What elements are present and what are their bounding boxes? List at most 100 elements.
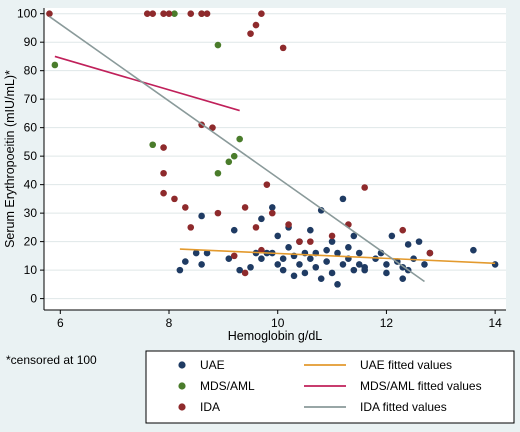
uae-point [247, 263, 254, 271]
uae-legend-marker [178, 361, 186, 369]
ida-point [209, 124, 216, 131]
uae-point [274, 261, 282, 268]
uae-point [491, 261, 499, 268]
uae-point [225, 255, 233, 263]
y-tick-label: 10 [24, 263, 38, 277]
ida-legend-marker [178, 403, 186, 411]
legend-label-uae-fitted-values: UAE fitted values [360, 358, 452, 372]
legend-label-mds-aml-fitted-values: MDS/AML fitted values [360, 379, 482, 393]
uae-point [388, 232, 396, 240]
ida-point [160, 144, 167, 151]
uae-point [285, 244, 292, 251]
mds-aml-point [225, 158, 233, 166]
ida-point [263, 181, 271, 188]
y-tick-label: 40 [24, 178, 38, 192]
uae-point [279, 255, 287, 263]
ida-point [182, 204, 189, 211]
mds-aml-point [214, 169, 222, 177]
x-tick-label: 14 [488, 316, 502, 330]
ida-point [247, 30, 254, 37]
uae-point [421, 261, 428, 268]
ida-point [187, 10, 195, 17]
y-tick-label: 60 [24, 121, 38, 135]
ida-point [296, 238, 303, 245]
uae-point [328, 238, 336, 245]
ida-point [149, 10, 157, 17]
uae-point [339, 195, 347, 203]
uae-point [258, 255, 265, 263]
ida-point [214, 209, 222, 217]
uae-point [334, 281, 341, 288]
uae-point [274, 232, 282, 240]
uae-point [307, 226, 314, 234]
y-tick-label: 30 [24, 206, 38, 220]
uae-point [383, 269, 390, 277]
ida-point [241, 269, 249, 277]
ida-point [307, 238, 314, 245]
ida-point [160, 169, 167, 177]
mds-aml-point [149, 141, 157, 149]
ida-point [285, 221, 292, 228]
y-tick-label: 80 [24, 64, 38, 78]
legend-box [145, 350, 515, 424]
uae-point [339, 261, 347, 268]
uae-point [399, 275, 407, 282]
uae-point [317, 275, 325, 282]
uae-point [236, 266, 243, 274]
ida-point [187, 224, 195, 231]
uae-point [182, 258, 189, 265]
ida-point [399, 226, 407, 234]
uae-point [328, 269, 336, 277]
uae-point [258, 215, 265, 223]
ida-point [258, 10, 265, 17]
y-axis-title: Serum Erythropoeitin (mIU/mL)* [3, 70, 17, 248]
uae-point [345, 244, 352, 251]
uae-point [301, 269, 309, 277]
x-tick-label: 8 [166, 316, 173, 330]
uae-point [415, 238, 423, 245]
legend-label-ida-fitted-values: IDA fitted values [360, 400, 447, 414]
ida-point [328, 232, 336, 240]
x-tick-label: 12 [380, 316, 394, 330]
legend-label-ida: IDA [200, 400, 220, 414]
uae-point [323, 246, 330, 254]
x-axis-title: Hemoglobin g/dL [228, 329, 323, 343]
ida-point [143, 10, 151, 17]
ida-point [361, 184, 368, 191]
mds-aml-fitted-values-line [54, 55, 240, 112]
legend-label-uae: UAE [200, 358, 225, 372]
ida-point [252, 21, 260, 29]
x-tick-label: 10 [271, 316, 285, 330]
uae-point [230, 226, 238, 234]
ida-point [160, 189, 167, 197]
mds-aml-point [171, 10, 178, 17]
ida-point [258, 246, 265, 254]
ida-point [203, 10, 211, 17]
uae-point [307, 255, 314, 263]
uae-point [317, 206, 325, 214]
ida-point [160, 10, 167, 17]
ida-point [426, 249, 434, 257]
ida-point [230, 252, 238, 260]
x-tick-label: 6 [57, 316, 64, 330]
uae-point [334, 249, 341, 257]
legend-label-mds-aml: MDS/AML [200, 379, 255, 393]
uae-point [470, 246, 477, 254]
censored-note: *censored at 100 [6, 353, 97, 367]
y-tick-label: 20 [24, 235, 38, 249]
uae-point [350, 232, 358, 240]
mds-aml-point [236, 135, 243, 143]
ida-point [198, 10, 205, 17]
uae-point [312, 263, 320, 271]
ida-point [171, 195, 178, 203]
uae-point [176, 266, 184, 274]
y-tick-label: 70 [24, 92, 38, 106]
uae-point [361, 266, 368, 274]
uae-point [404, 241, 412, 248]
y-tick-label: 90 [24, 35, 38, 49]
uae-point [198, 261, 205, 268]
uae-point [198, 212, 205, 220]
mds-aml-point [214, 41, 222, 49]
ida-point [279, 44, 287, 52]
